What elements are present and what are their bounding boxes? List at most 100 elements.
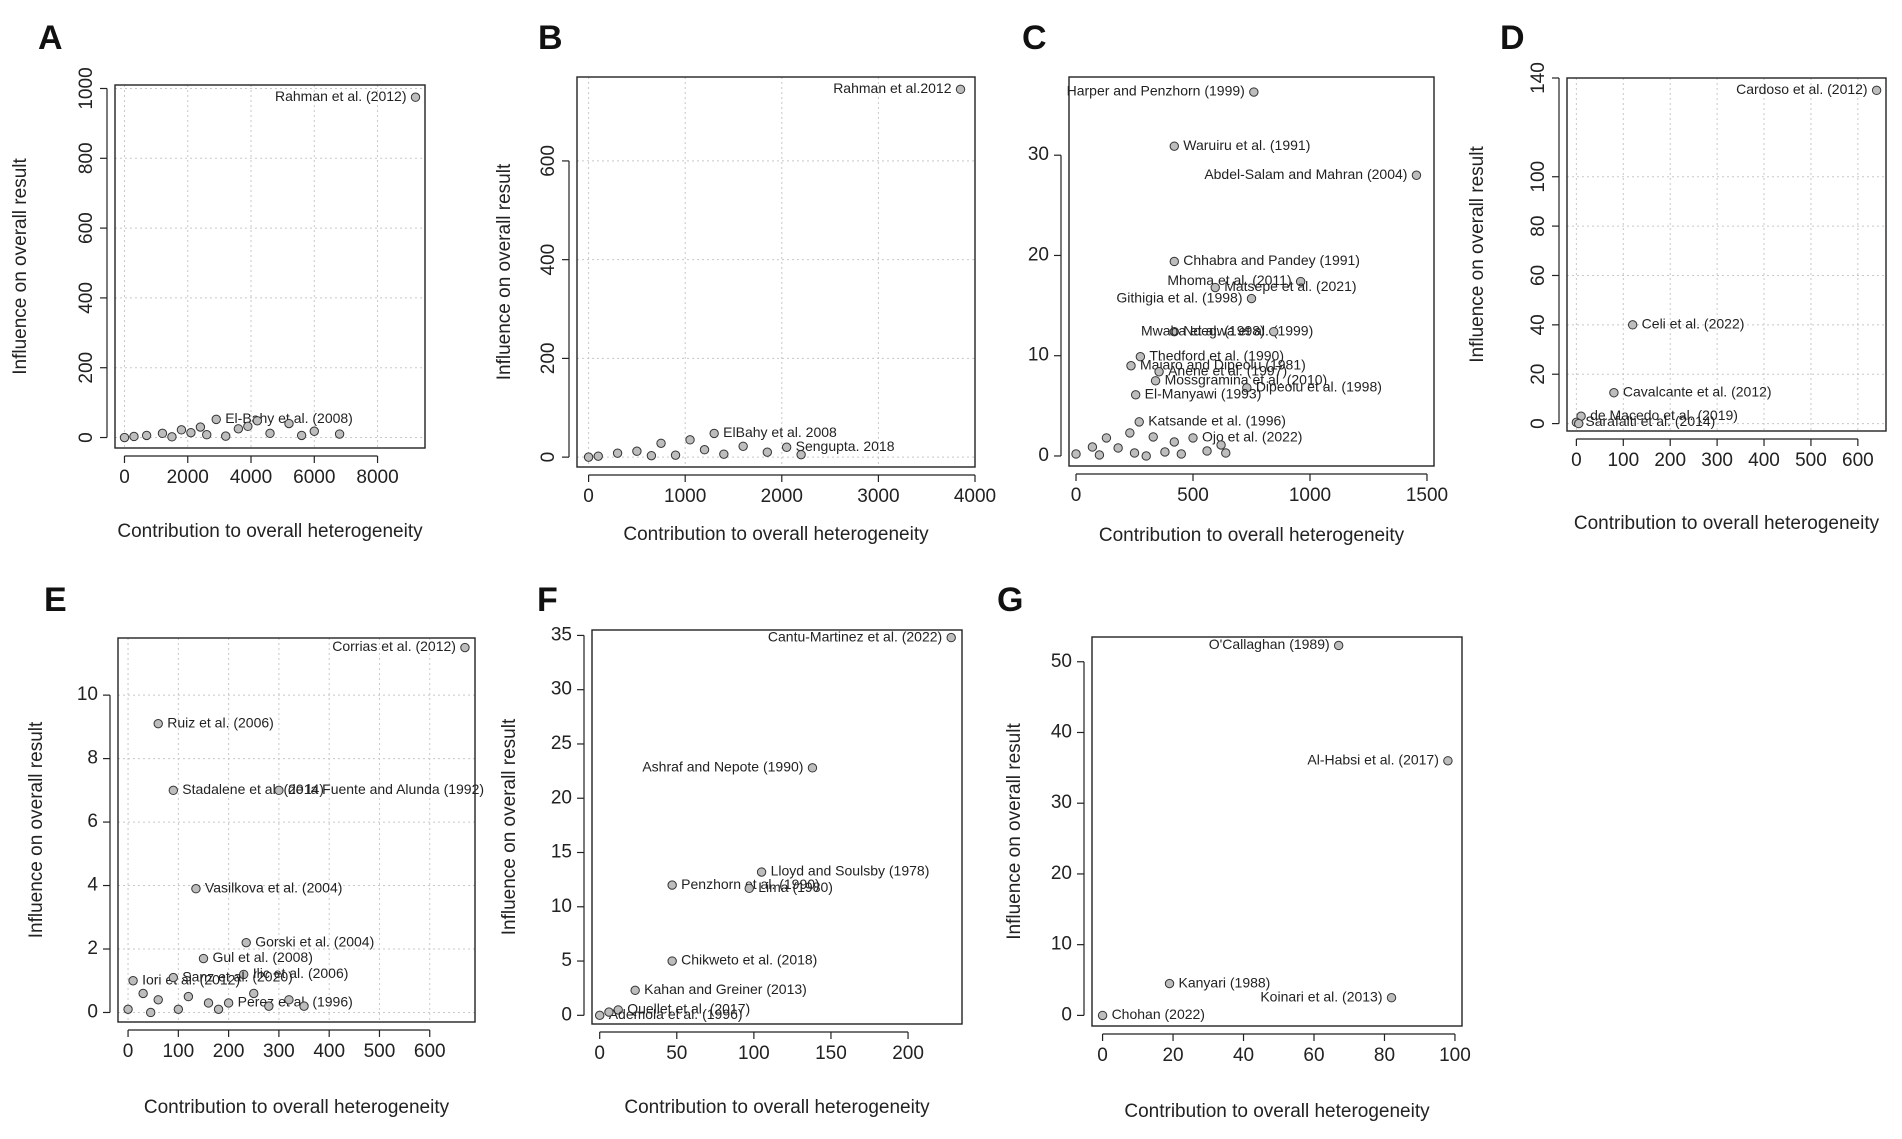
y-tick-label: 15 bbox=[551, 842, 572, 863]
data-point bbox=[955, 84, 966, 95]
point-label: Matsepe et al. (2021) bbox=[1224, 278, 1356, 294]
point-label: Katsande et al. (1996) bbox=[1148, 413, 1286, 429]
point-label: Iori et al. (2012) bbox=[142, 971, 240, 987]
panel-d: D 0 100 200 300 400 500 600 0 20 40 60 80 100 140 Contr… bbox=[1467, 19, 1887, 534]
data-point bbox=[1160, 447, 1170, 457]
y-tick-label: 200 bbox=[538, 343, 559, 375]
data-point bbox=[309, 426, 319, 436]
data-point bbox=[1246, 293, 1257, 304]
point-label: Chikweto et al. (2018) bbox=[681, 952, 817, 968]
point-label: Ndegwa et al. (1999) bbox=[1183, 322, 1313, 338]
y-tick-label: 35 bbox=[551, 624, 572, 645]
x-axis-label: Contribution to overall heterogeneity bbox=[624, 1097, 930, 1118]
data-point bbox=[1150, 376, 1161, 386]
data-point bbox=[781, 442, 792, 452]
data-point bbox=[595, 1010, 605, 1021]
point-label: Cavalcante et al. (2012) bbox=[1623, 383, 1772, 399]
plot-frame bbox=[1091, 636, 1463, 1027]
data-point bbox=[138, 988, 148, 999]
y-tick-label: 2 bbox=[87, 938, 98, 959]
data-point bbox=[1097, 1010, 1108, 1021]
x-axis-label: Contribution to overall heterogeneity bbox=[623, 524, 929, 545]
data-point bbox=[153, 995, 163, 1005]
plot-frame bbox=[1566, 77, 1887, 432]
x-axis-label: Contribution to overall heterogeneity bbox=[1099, 525, 1405, 546]
point-label: Gorski et al. (2004) bbox=[255, 933, 374, 949]
data-point bbox=[1125, 428, 1135, 438]
x-tick-label: 2000 bbox=[761, 486, 803, 507]
x-tick-label: 6000 bbox=[293, 467, 335, 488]
panel-letter: A bbox=[38, 19, 63, 57]
y-tick-label: 20 bbox=[1051, 863, 1072, 884]
point-label: Abdel-Salam and Mahran (2004) bbox=[1204, 166, 1407, 182]
x-tick-label: 500 bbox=[364, 1041, 396, 1062]
x-tick-label: 0 bbox=[1571, 450, 1582, 471]
y-tick-label: 0 bbox=[538, 452, 559, 463]
point-label: Sarafalti et al. (2014) bbox=[1585, 413, 1715, 429]
x-tick-label: 200 bbox=[892, 1043, 924, 1064]
data-point bbox=[1113, 443, 1123, 453]
point-label: Sanz et al. (2020) bbox=[182, 968, 293, 984]
data-point bbox=[141, 430, 152, 441]
data-point bbox=[1094, 450, 1105, 460]
y-tick-label: 5 bbox=[561, 950, 572, 971]
data-point bbox=[1249, 87, 1259, 97]
plot-frame bbox=[114, 84, 426, 449]
data-point bbox=[157, 428, 168, 439]
panel-c: C 0 500 1000 1500 0 10 20 30 Contribution to over… bbox=[1022, 19, 1448, 546]
data-point bbox=[274, 785, 284, 796]
x-tick-label: 500 bbox=[1795, 450, 1827, 471]
data-point bbox=[119, 432, 130, 443]
y-tick-label: 40 bbox=[1528, 314, 1549, 335]
data-point bbox=[239, 969, 249, 980]
point-label: El-Manyawi (1993) bbox=[1145, 386, 1262, 402]
data-point bbox=[1141, 451, 1151, 461]
y-axis-label: Influence on overall result bbox=[26, 721, 47, 938]
data-point bbox=[1169, 326, 1179, 337]
data-point bbox=[168, 972, 179, 983]
data-point bbox=[243, 421, 253, 432]
y-tick-label: 400 bbox=[76, 282, 97, 314]
data-point bbox=[583, 452, 594, 462]
y-tick-label: 140 bbox=[1528, 62, 1549, 94]
point-label: Vasilkova et al. (2004) bbox=[205, 879, 342, 895]
y-tick-label: 30 bbox=[551, 679, 572, 700]
x-tick-label: 400 bbox=[313, 1041, 345, 1062]
y-tick-label: 0 bbox=[561, 1004, 572, 1025]
point-label: Chhabra and Pandey (1991) bbox=[1183, 252, 1360, 268]
data-point bbox=[667, 956, 677, 966]
data-point bbox=[191, 884, 201, 894]
data-point bbox=[612, 448, 623, 458]
data-point bbox=[667, 880, 677, 890]
data-point bbox=[202, 430, 212, 440]
x-tick-label: 300 bbox=[1701, 450, 1733, 471]
data-point bbox=[1202, 446, 1212, 456]
y-tick-label: 50 bbox=[1051, 651, 1072, 672]
point-label: Ashraf and Nepote (1990) bbox=[642, 759, 803, 775]
panel-letter: D bbox=[1500, 19, 1525, 57]
point-label: Corrias et al. (2012) bbox=[332, 638, 456, 654]
x-tick-label: 200 bbox=[213, 1041, 245, 1062]
y-tick-label: 400 bbox=[538, 244, 559, 276]
point-label: Al-Habsi et al. (2017) bbox=[1307, 751, 1439, 767]
plot-frame bbox=[1068, 76, 1435, 467]
y-tick-label: 8 bbox=[87, 748, 98, 769]
x-tick-label: 4000 bbox=[954, 486, 996, 507]
data-point bbox=[1443, 756, 1453, 766]
panel-letter: F bbox=[537, 581, 558, 619]
point-label: Ruiz et al. (2006) bbox=[167, 714, 274, 730]
x-tick-label: 150 bbox=[815, 1043, 847, 1064]
panel-e: E 0 100 200 300 400 500 600 0 2 4 6 8 10 Contribution … bbox=[26, 581, 484, 1118]
point-label: Penzhorn et al. (1990) bbox=[681, 876, 820, 892]
data-point bbox=[1609, 388, 1619, 398]
data-point bbox=[1071, 449, 1081, 459]
data-point bbox=[168, 785, 179, 796]
data-point bbox=[756, 867, 767, 877]
data-point bbox=[1269, 326, 1279, 337]
point-label: ElBahy et al. 2008 bbox=[723, 424, 837, 440]
point-label: Mossgramina et al. (2010) bbox=[1165, 371, 1328, 387]
y-tick-label: 600 bbox=[76, 212, 97, 244]
data-point bbox=[1164, 978, 1175, 989]
data-point bbox=[1295, 276, 1306, 287]
x-tick-label: 1000 bbox=[1289, 485, 1331, 506]
